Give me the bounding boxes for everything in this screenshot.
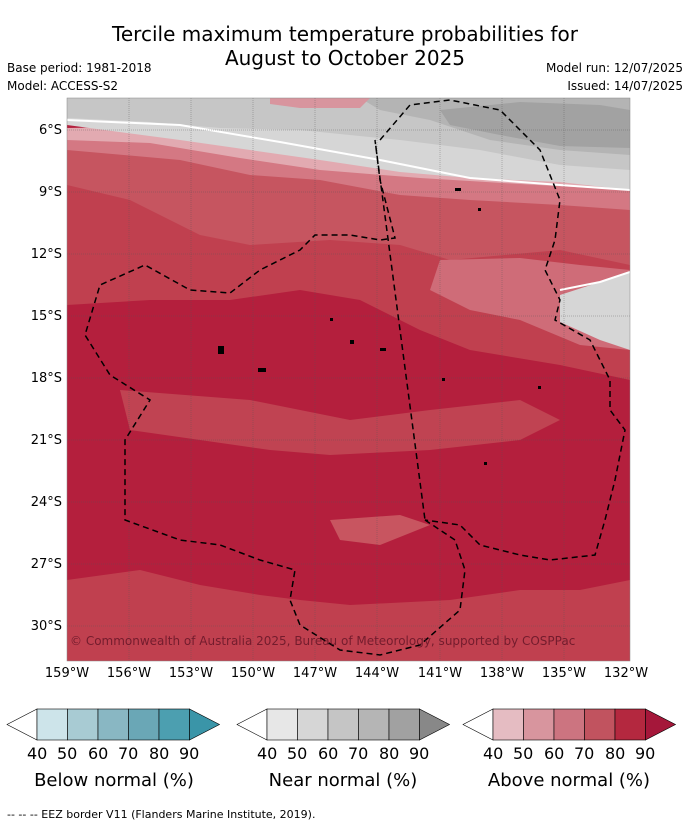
colorbar-segment	[158, 708, 190, 741]
lon-label: 156°W	[106, 666, 152, 681]
lat-label: 9°S	[38, 185, 62, 200]
lon-label: 144°W	[354, 666, 400, 681]
colorbar-extend-high	[419, 708, 451, 741]
cbar-tick: 40	[483, 744, 504, 763]
colorbar-segment	[584, 708, 616, 741]
colorbar-segment	[358, 708, 390, 741]
lon-label: 159°W	[44, 666, 90, 681]
cbar-tick: 80	[605, 744, 626, 763]
meta-left: Base period: 1981-2018 Model: ACCESS-S2	[7, 59, 152, 95]
contour-boundary-east	[559, 271, 630, 291]
above-70-band	[67, 135, 630, 265]
lat-label: 24°S	[30, 495, 62, 510]
cbar-tick: 90	[635, 744, 656, 763]
near-normal-title: Near normal (%)	[268, 770, 418, 791]
colorbar-segment	[492, 708, 524, 741]
lon-label: 147°W	[292, 666, 338, 681]
base-period: Base period: 1981-2018	[7, 61, 152, 75]
lon-label: 132°W	[603, 666, 649, 681]
colorbar-segment	[297, 708, 329, 741]
above-70-mid	[120, 390, 560, 455]
above-70-south	[67, 570, 630, 661]
cbar-tick: 60	[544, 744, 565, 763]
cbar-tick: 90	[409, 744, 430, 763]
eez-footnote: -- -- -- EEZ border V11 (Flanders Marine…	[7, 808, 316, 821]
eez-borders	[84, 99, 626, 656]
cbar-tick: 80	[379, 744, 400, 763]
lat-label: 18°S	[30, 371, 62, 386]
above-normal-colorbar	[462, 708, 677, 741]
cbar-tick: 60	[318, 744, 339, 763]
cbar-tick: 70	[574, 744, 595, 763]
islands	[218, 188, 541, 465]
cbar-tick: 80	[149, 744, 170, 763]
lon-label: 135°W	[541, 666, 587, 681]
lon-label: 138°W	[479, 666, 525, 681]
lat-label: 21°S	[30, 433, 62, 448]
colorbar-segment	[553, 708, 585, 741]
colorbar-extend-low	[462, 708, 494, 741]
lat-label: 12°S	[30, 247, 62, 262]
lat-label: 27°S	[30, 557, 62, 572]
colorbar-segment	[266, 708, 298, 741]
map-field	[67, 98, 630, 661]
cbar-tick: 50	[513, 744, 534, 763]
lon-label: 150°W	[230, 666, 276, 681]
colorbar-segment	[67, 708, 99, 741]
near-normal-east	[560, 272, 630, 350]
model-run: Model run: 12/07/2025	[545, 61, 683, 75]
cbar-tick: 40	[27, 744, 48, 763]
colorbar-extend-low	[236, 708, 268, 741]
above-70-patch	[330, 515, 430, 545]
colorbar-extend-high	[645, 708, 677, 741]
map-frame	[66, 97, 631, 662]
lat-label: 6°S	[38, 123, 62, 138]
cbar-tick: 70	[118, 744, 139, 763]
colorbar-segment	[327, 708, 359, 741]
lat-label: 30°S	[30, 619, 62, 634]
cbar-tick: 50	[57, 744, 78, 763]
cbar-tick: 70	[348, 744, 369, 763]
lat-label: 15°S	[30, 309, 62, 324]
below-normal-title: Below normal (%)	[34, 770, 194, 791]
meta-right: Model run: 12/07/2025 Issued: 14/07/2025	[546, 59, 683, 95]
colorbar-extend-high	[189, 708, 221, 741]
colorbar-segment	[523, 708, 555, 741]
above-patch-top	[270, 98, 370, 108]
map-title: Tercile maximum temperature probabilitie…	[0, 22, 690, 70]
lon-label: 153°W	[168, 666, 214, 681]
above-normal-title: Above normal (%)	[487, 770, 651, 791]
colorbar-extend-low	[6, 708, 38, 741]
cbar-tick: 40	[257, 744, 278, 763]
cbar-tick: 90	[179, 744, 200, 763]
lon-label: 141°W	[417, 666, 463, 681]
contour-boundary	[67, 119, 630, 191]
cbar-tick: 60	[88, 744, 109, 763]
colorbar-segment	[614, 708, 646, 741]
title-line-1: Tercile maximum temperature probabilitie…	[112, 22, 578, 46]
colorbar-segment	[388, 708, 420, 741]
near-70-north	[440, 102, 630, 148]
colorbar-segment	[36, 708, 68, 741]
copyright-text: © Commonwealth of Australia 2025, Bureau…	[70, 634, 576, 648]
issued-date: Issued: 14/07/2025	[567, 79, 683, 93]
colorbar-segment	[97, 708, 129, 741]
below-normal-colorbar	[6, 708, 221, 741]
near-normal-colorbar	[236, 708, 451, 741]
probability-map	[66, 97, 631, 662]
model-name: Model: ACCESS-S2	[7, 79, 119, 93]
cbar-tick: 50	[287, 744, 308, 763]
title-line-2: August to October 2025	[224, 46, 466, 70]
colorbar-segment	[128, 708, 160, 741]
